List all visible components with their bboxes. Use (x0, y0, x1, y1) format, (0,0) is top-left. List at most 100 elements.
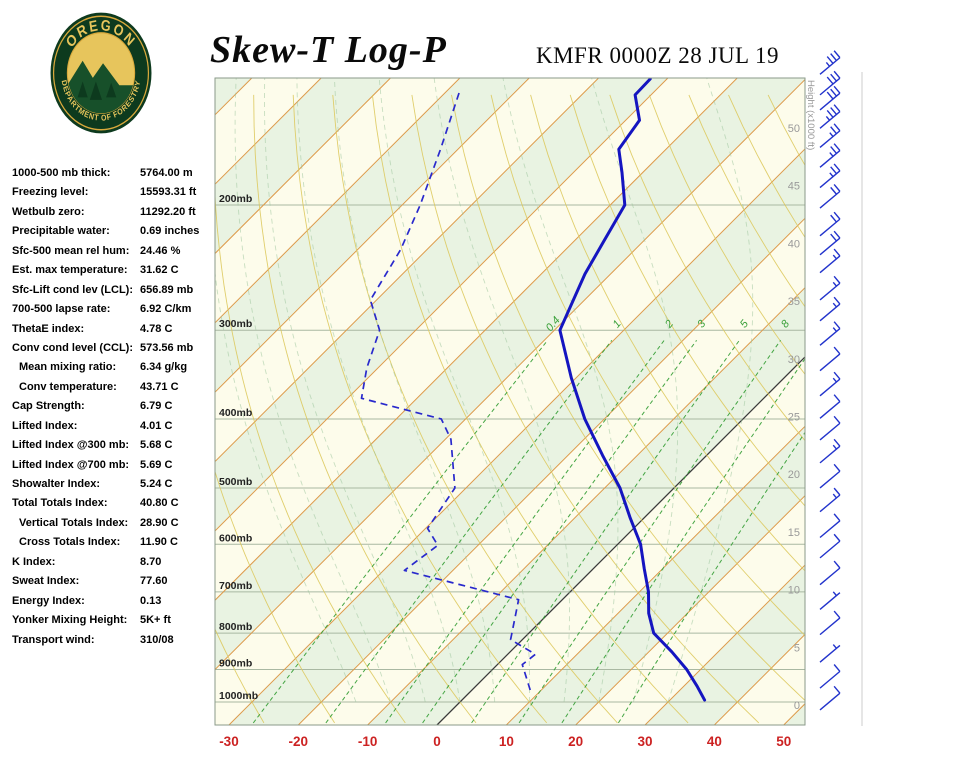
indices-panel: 1000-500 mb thick: 5764.00 m Freezing leve… (12, 167, 218, 653)
index-label: Conv temperature: (19, 380, 117, 393)
chart-border (214, 77, 806, 726)
isotherms (215, 78, 805, 725)
svg-text:900mb: 900mb (219, 657, 252, 669)
index-value: 28.90 C (140, 516, 179, 529)
svg-text:10: 10 (788, 585, 800, 597)
index-row: Cap Strength: 6.79 C (12, 400, 218, 419)
index-value: 11.90 C (140, 536, 178, 549)
index-value: 0.69 inches (140, 225, 200, 238)
index-label: K Index: (12, 555, 56, 568)
svg-text:1000mb: 1000mb (219, 690, 258, 702)
x-axis-labels: -30 -20 -10 0 10 20 30 40 50 (219, 734, 791, 749)
svg-text:600mb: 600mb (219, 532, 252, 544)
index-value: 5.69 C (140, 458, 173, 471)
svg-text:35: 35 (788, 296, 800, 308)
dry-adiabats (215, 94, 805, 724)
svg-text:-20: -20 (289, 734, 309, 749)
index-label: Freezing level: (12, 186, 89, 199)
index-row: Sfc-500 mean rel hum: 24.46 % (12, 245, 218, 264)
index-value: 656.89 mb (140, 283, 194, 296)
index-value: 310/08 (140, 633, 174, 646)
index-value: 15593.31 ft (140, 186, 197, 199)
svg-text:25: 25 (788, 412, 800, 424)
dewpoint-line (360, 90, 537, 691)
index-label: Sweat Index: (12, 575, 80, 588)
odf-logo: OREGON DEPARTMENT OF FORESTRY (50, 12, 152, 134)
index-value: 4.78 C (140, 322, 173, 335)
svg-text:10: 10 (499, 734, 514, 749)
svg-text:500mb: 500mb (219, 476, 252, 488)
index-value: 6.34 g/kg (140, 361, 188, 374)
index-row: Lifted Index @700 mb: 5.69 C (12, 459, 218, 478)
svg-text:50: 50 (788, 123, 800, 135)
index-row: Mean mixing ratio: 6.34 g/kg (12, 361, 218, 380)
index-value: 6.79 C (140, 400, 173, 413)
index-row: Wetbulb zero: 11292.20 ft (12, 206, 218, 225)
index-row: Conv cond level (CCL): 573.56 mb (12, 342, 218, 361)
index-label: Wetbulb zero: (12, 205, 85, 218)
svg-text:700mb: 700mb (219, 580, 252, 592)
svg-text:15: 15 (788, 527, 800, 539)
index-label: Vertical Totals Index: (19, 516, 129, 529)
index-value: 5.68 C (140, 439, 173, 452)
index-label: Cap Strength: (12, 400, 85, 413)
index-label: 1000-500 mb thick: (12, 167, 111, 179)
plot-area (215, 78, 805, 725)
svg-text:300mb: 300mb (219, 318, 252, 330)
index-label: Mean mixing ratio: (19, 361, 117, 374)
svg-text:-10: -10 (358, 734, 378, 749)
index-row: Sfc-Lift cond lev (LCL): 656.89 mb (12, 284, 218, 303)
index-value: 0.13 (140, 594, 162, 607)
index-value: 11292.20 ft (140, 205, 196, 218)
svg-text:30: 30 (638, 734, 653, 749)
svg-text:20: 20 (788, 469, 800, 481)
temperature-line (558, 78, 707, 702)
svg-text:40: 40 (788, 238, 800, 250)
index-row: K Index: 8.70 (12, 556, 218, 575)
index-label: Precipitable water: (12, 225, 110, 238)
index-value: 5.24 C (140, 478, 173, 490)
index-value: 5K+ ft (140, 614, 171, 627)
index-label: Lifted Index @300 mb: (12, 439, 130, 452)
mixing-ratio-lines (252, 339, 805, 724)
svg-text:Height (x1000 ft): Height (x1000 ft) (805, 80, 816, 150)
page-title: Skew-T Log-P (210, 29, 447, 71)
index-row: Sweat Index: 77.60 (12, 575, 218, 594)
index-row: ThetaE index: 4.78 C (12, 323, 218, 342)
svg-text:400mb: 400mb (219, 407, 252, 419)
index-row: Total Totals Index: 40.80 C (12, 497, 218, 516)
index-row: Freezing level: 15593.31 ft (12, 186, 218, 205)
index-row: Est. max temperature: 31.62 C (12, 264, 218, 283)
index-row: Transport wind: 310/08 (12, 634, 218, 653)
index-value: 6.92 C/km (140, 303, 192, 316)
index-value: 4.01 C (140, 419, 173, 432)
logo-ring-border (52, 15, 150, 131)
index-row: 1000-500 mb thick: 5764.00 m (12, 167, 218, 186)
index-label: Cross Totals Index: (19, 536, 121, 549)
index-label: Lifted Index: (12, 419, 78, 432)
index-row: Showalter Index: 5.24 C (12, 478, 218, 497)
svg-text:20: 20 (568, 734, 583, 749)
svg-text:-30: -30 (219, 734, 239, 749)
index-row: Conv temperature: 43.71 C (12, 381, 218, 400)
index-label: Total Totals Index: (12, 497, 108, 510)
index-label: Lifted Index @700 mb: (12, 458, 130, 471)
svg-text:0: 0 (794, 700, 800, 712)
svg-text:50: 50 (776, 734, 791, 749)
index-row: Vertical Totals Index: 28.90 C (12, 517, 218, 536)
svg-text:45: 45 (788, 181, 800, 193)
index-value: 43.71 C (140, 380, 179, 393)
index-label: Sfc-Lift cond lev (LCL): (12, 283, 133, 296)
svg-text:0: 0 (433, 734, 441, 749)
index-row: Energy Index: 0.13 (12, 595, 218, 614)
index-label: Conv cond level (CCL): (12, 341, 134, 354)
index-value: 5764.00 m (140, 167, 193, 179)
index-row: Lifted Index @300 mb: 5.68 C (12, 439, 218, 458)
index-label: Sfc-500 mean rel hum: (12, 244, 130, 257)
svg-text:40: 40 (707, 734, 722, 749)
index-label: ThetaE index: (12, 322, 85, 335)
index-row: Precipitable water: 0.69 inches (12, 225, 218, 244)
index-row: Cross Totals Index: 11.90 C (12, 536, 218, 555)
